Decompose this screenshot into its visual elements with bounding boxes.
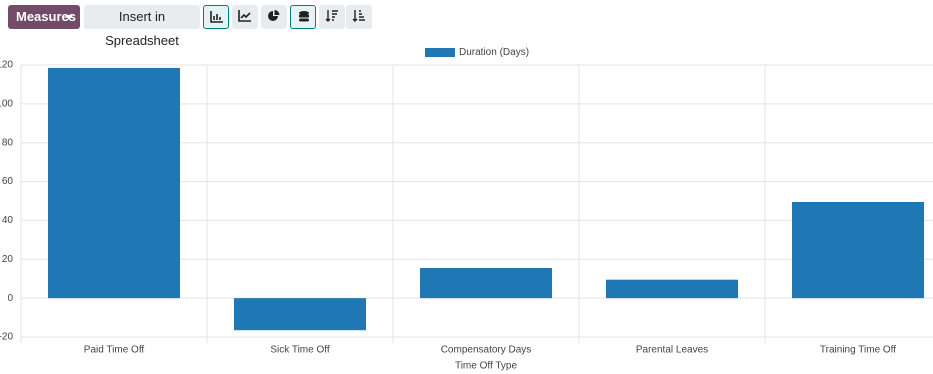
- x-tick-label: Paid Time Off: [84, 345, 145, 356]
- y-tick-label: 80: [2, 137, 14, 148]
- legend-swatch: [425, 48, 455, 57]
- insert-button[interactable]: Insert in Spreadsheet: [84, 5, 200, 48]
- sort-desc-button[interactable]: [319, 5, 345, 29]
- sort-asc-button[interactable]: [346, 5, 372, 29]
- bar: [48, 67, 180, 299]
- stacked-button[interactable]: [290, 5, 316, 29]
- measures-button[interactable]: Measures: [8, 5, 80, 29]
- y-tick-label: 0: [7, 293, 13, 304]
- y-tick-label: 60: [2, 176, 14, 187]
- x-axis-label: Time Off Type: [455, 361, 517, 372]
- pie-chart-button[interactable]: [261, 5, 287, 29]
- y-tick-label: 100: [0, 98, 13, 109]
- y-tick-label: 40: [2, 215, 14, 226]
- x-tick-label: Sick Time Off: [270, 345, 329, 356]
- bar: [606, 279, 738, 299]
- toolbar: Measures Insert in Spreadsheet: [0, 0, 933, 48]
- caret: [65, 15, 73, 20]
- chart: Duration (Days) Time Off Type -20 0 20 40 60…: [0, 47, 933, 372]
- y-tick-label: 120: [0, 60, 13, 71]
- y-tick-label: 20: [2, 254, 14, 265]
- bar: [234, 298, 366, 331]
- y-tick-label: -20: [0, 332, 13, 343]
- bar-chart-button[interactable]: [203, 5, 229, 29]
- x-tick-label: Compensatory Days: [441, 345, 532, 356]
- insert-label: Insert in Spreadsheet: [105, 9, 179, 48]
- measures-label: Measures: [16, 9, 76, 24]
- bar: [792, 201, 924, 299]
- x-tick-label: Parental Leaves: [636, 345, 708, 356]
- bar: [420, 268, 552, 299]
- line-chart-button[interactable]: [232, 5, 258, 29]
- legend-label: Duration (Days): [459, 47, 529, 58]
- x-tick-label: Training Time Off: [820, 345, 896, 356]
